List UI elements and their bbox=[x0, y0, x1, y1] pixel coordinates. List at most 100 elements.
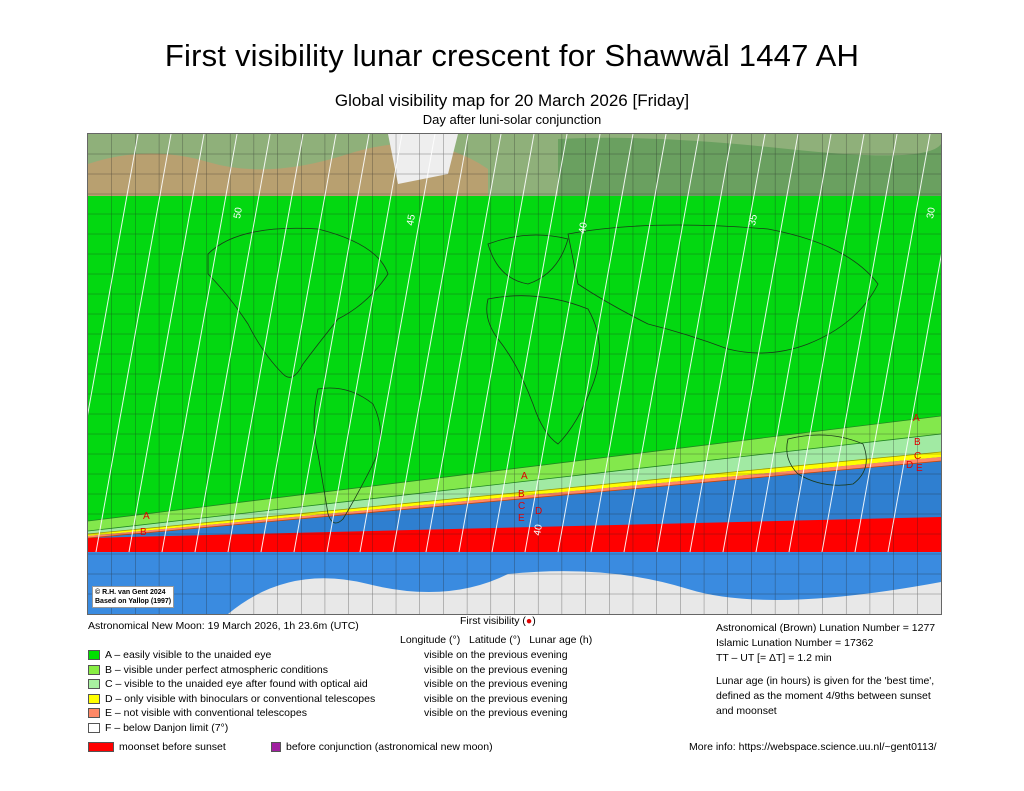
zone-letter: A bbox=[143, 511, 150, 522]
status-d: visible on the previous evening bbox=[424, 692, 568, 705]
europe-outline bbox=[487, 234, 569, 285]
map-credit: © R.H. van Gent 2024 Based on Yallop (19… bbox=[92, 586, 175, 608]
lunar-age-isoline bbox=[293, 134, 370, 553]
islamic-lunation: Islamic Lunation Number = 17362 bbox=[716, 637, 874, 649]
brown-lunation: Astronomical (Brown) Lunation Number = 1… bbox=[716, 622, 936, 634]
lunar-age-isoline bbox=[359, 134, 436, 553]
lunation-info: Astronomical (Brown) Lunation Number = 1… bbox=[716, 621, 935, 719]
zone-letter: D bbox=[906, 460, 913, 471]
first-visibility-dot: ● bbox=[525, 615, 533, 627]
graticule bbox=[88, 134, 941, 614]
legend-label-moonset: moonset before sunset bbox=[119, 741, 226, 753]
africa-outline bbox=[486, 295, 600, 445]
visibility-map: 50 45 40 35 30 40 A B A B C D E A B C D … bbox=[87, 133, 942, 615]
lunar-age-note-3: and moonset bbox=[716, 705, 777, 717]
status-a: visible on the previous evening bbox=[424, 649, 568, 662]
lunar-age-isoline bbox=[227, 134, 304, 553]
credit-author: © R.H. van Gent 2024 bbox=[95, 589, 166, 596]
legend-label-c: C – visible to the unaided eye after fou… bbox=[105, 678, 368, 691]
map-subtitle: Global visibility map for 20 March 2026 … bbox=[334, 91, 690, 110]
legend-item-c: C – visible to the unaided eye after fou… bbox=[88, 677, 375, 692]
lunar-age-isoline bbox=[326, 134, 403, 553]
delta-t: TT – UT [= ΔT] = 1.2 min bbox=[716, 652, 832, 664]
page-title: First visibility lunar crescent for Shaw… bbox=[164, 38, 860, 73]
zone-letter: A bbox=[913, 413, 920, 424]
legend-swatch-e bbox=[88, 708, 100, 719]
lunar-age-note-1: Lunar age (in hours) is given for the 'b… bbox=[716, 675, 935, 687]
lunar-age-label: 45 bbox=[405, 213, 418, 226]
legend-label-e: E – not visible with conventional telesc… bbox=[105, 707, 307, 720]
zone-letter: E bbox=[518, 513, 525, 524]
zone-letter: C bbox=[914, 451, 921, 462]
zone-letter: B bbox=[914, 437, 921, 448]
legend-swatch-moonset bbox=[88, 742, 114, 752]
lunar-age-isoline bbox=[425, 134, 502, 553]
continent-outlines bbox=[207, 224, 879, 524]
lunar-age-isoline bbox=[788, 134, 865, 553]
legend-label-a: A – easily visible to the unaided eye bbox=[105, 649, 272, 662]
lunar-age-isoline bbox=[887, 253, 941, 553]
legend-item-d: D – only visible with binoculars or conv… bbox=[88, 692, 375, 707]
lunar-age-isoline bbox=[755, 134, 832, 553]
zone-letter: A bbox=[521, 471, 528, 482]
lunar-age-isoline bbox=[722, 134, 799, 553]
legend-swatch-f bbox=[88, 722, 100, 733]
visibility-map-svg: 50 45 40 35 30 40 A B A B C D E A B C D … bbox=[88, 134, 941, 614]
greenland-ice bbox=[388, 134, 458, 184]
lunar-age-isoline bbox=[623, 134, 700, 553]
legend-label-b: B – visible under perfect atmospheric co… bbox=[105, 663, 328, 676]
asia-outline bbox=[567, 224, 879, 354]
status-b: visible on the previous evening bbox=[424, 663, 568, 676]
zone-letters: A B A B C D E A B C D E bbox=[140, 413, 923, 538]
legend-swatch-c bbox=[88, 679, 100, 690]
legend-label-f: F – below Danjon limit (7°) bbox=[105, 721, 229, 734]
zone-letter: B bbox=[140, 527, 147, 538]
more-info-link[interactable]: More info: https://webspace.science.uu.n… bbox=[689, 741, 937, 753]
lunar-age-note-2: defined as the moment 4/9ths between sun… bbox=[716, 690, 931, 702]
lunar-age-labels: 50 45 40 35 30 40 bbox=[232, 206, 938, 536]
column-headers: Longitude (°) Latitude (°) Lunar age (h) bbox=[400, 634, 593, 646]
lunar-age-isoline bbox=[689, 134, 766, 553]
lunar-age-isoline bbox=[95, 134, 172, 553]
lunar-age-isoline bbox=[260, 134, 337, 553]
legend-swatch-before-conjunction bbox=[271, 742, 281, 752]
lunar-age-isolines bbox=[88, 134, 941, 553]
zone-letter: D bbox=[535, 506, 542, 517]
legend-item-a: A – easily visible to the unaided eye bbox=[88, 648, 375, 663]
lunar-age-isoline bbox=[491, 134, 568, 553]
zone-letter: E bbox=[916, 463, 923, 474]
first-visibility-heading: First visibility (●) bbox=[460, 615, 536, 627]
australia-outline bbox=[786, 434, 867, 486]
legend-item-e: E – not visible with conventional telesc… bbox=[88, 706, 375, 721]
legend-swatch-b bbox=[88, 664, 100, 675]
lunar-age-label: 50 bbox=[232, 206, 245, 219]
legend-item-b: B – visible under perfect atmospheric co… bbox=[88, 663, 375, 678]
lunar-age-isoline bbox=[854, 134, 931, 553]
lunar-age-isoline bbox=[656, 134, 733, 553]
lunar-age-isoline bbox=[458, 134, 535, 553]
map-subtitle-conjunction: Day after luni-solar conjunction bbox=[422, 112, 602, 127]
legend-item-f: F – below Danjon limit (7°) bbox=[88, 721, 375, 736]
north-america-outline bbox=[207, 227, 389, 378]
status-c: visible on the previous evening bbox=[424, 678, 568, 691]
lunar-age-isoline bbox=[161, 134, 238, 553]
first-visibility-label: First visibility ( bbox=[460, 615, 526, 627]
legend-label-d: D – only visible with binoculars or conv… bbox=[105, 692, 376, 705]
lunar-age-label: 35 bbox=[747, 213, 760, 226]
lunar-age-isoline bbox=[821, 134, 898, 553]
lunar-age-isoline bbox=[392, 134, 469, 553]
lunar-age-label: 40 bbox=[577, 221, 590, 234]
lunar-age-isoline bbox=[88, 134, 139, 416]
lunar-age-isoline bbox=[557, 134, 634, 553]
lunar-age-isoline bbox=[128, 134, 205, 553]
zone-letter: C bbox=[518, 501, 525, 512]
visibility-legend: A – easily visible to the unaided eye B … bbox=[88, 648, 375, 735]
zone-letter: B bbox=[518, 489, 525, 500]
north-land-relief bbox=[88, 143, 488, 196]
new-moon-info: Astronomical New Moon: 19 March 2026, 1h… bbox=[88, 620, 359, 632]
legend-moonset: moonset before sunset bbox=[88, 741, 226, 753]
lunar-age-isoline bbox=[590, 134, 667, 553]
legend-before-conjunction: before conjunction (astronomical new moo… bbox=[271, 741, 493, 753]
legend-swatch-d bbox=[88, 693, 100, 704]
visibility-status-column: visible on the previous evening visible … bbox=[424, 648, 568, 721]
